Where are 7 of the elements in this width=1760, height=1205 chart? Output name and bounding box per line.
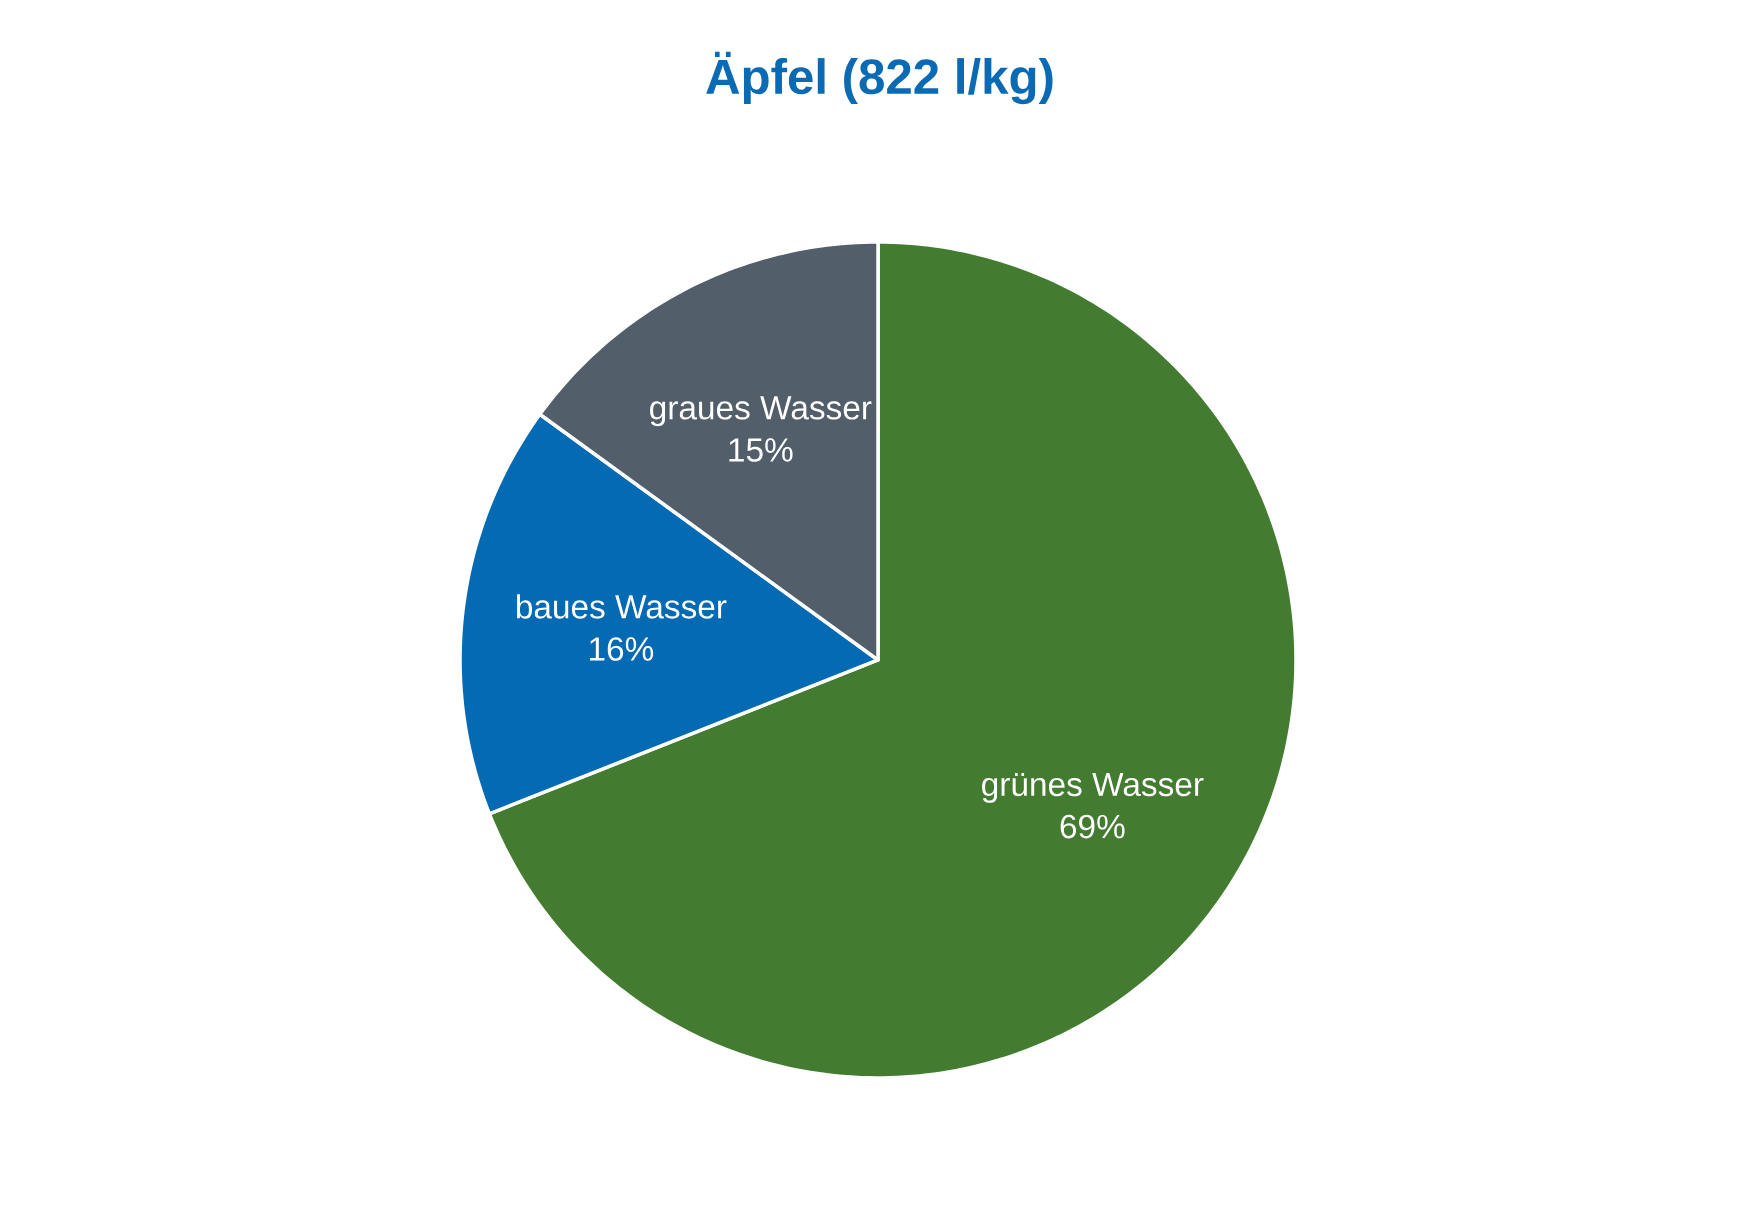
slice-label: graues Wasser bbox=[650, 396, 872, 427]
slice-label: grünes Wasser bbox=[982, 772, 1204, 803]
slice-label: baues Wasser bbox=[516, 594, 727, 619]
data-label: 16% bbox=[590, 637, 654, 661]
chart-title: Äpfel (822 l/kg) bbox=[706, 51, 1053, 105]
data-label: 15% bbox=[729, 438, 793, 462]
data-label: 69% bbox=[1060, 814, 1125, 839]
